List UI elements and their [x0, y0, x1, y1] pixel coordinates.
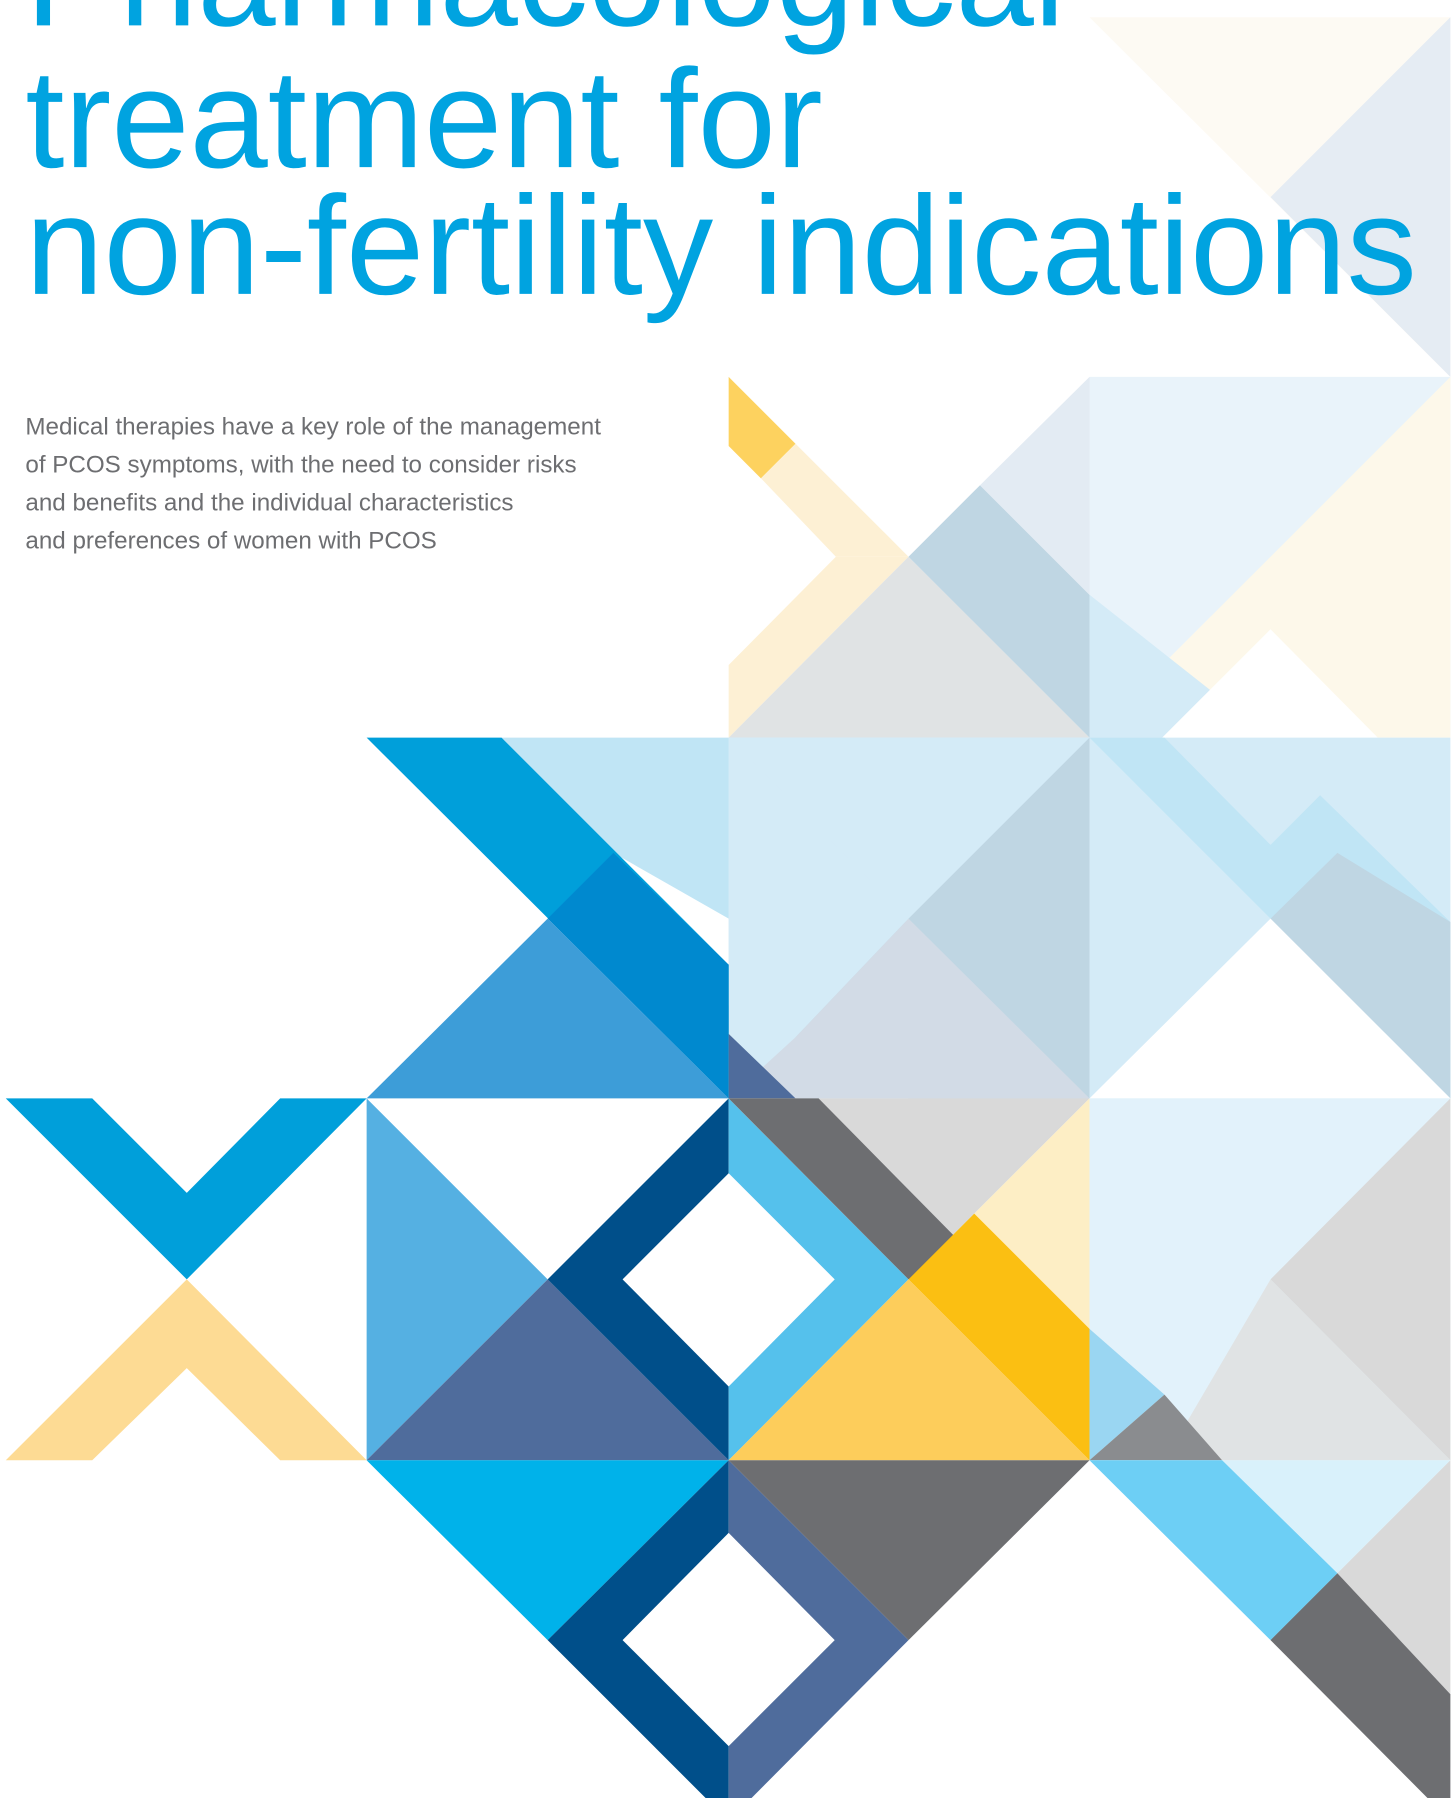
shape [6, 1279, 367, 1460]
intro-line: and preferences of women with PCOS [25, 528, 436, 555]
intro-line: Medical therapies have a key role of the… [25, 414, 601, 441]
intro-line: of PCOS symptoms, with the need to consi… [25, 452, 576, 479]
title-line: non-fertility indications [25, 167, 1417, 324]
intro: Medical therapies have a key role of the… [25, 414, 601, 555]
shape [761, 444, 909, 557]
cover: Pharmacological treatment for non-fertil… [0, 0, 1455, 1798]
shape [6, 1098, 367, 1279]
intro-line: and benefits and the individual characte… [25, 490, 513, 517]
page: Pharmacological treatment for non-fertil… [0, 0, 1455, 1798]
